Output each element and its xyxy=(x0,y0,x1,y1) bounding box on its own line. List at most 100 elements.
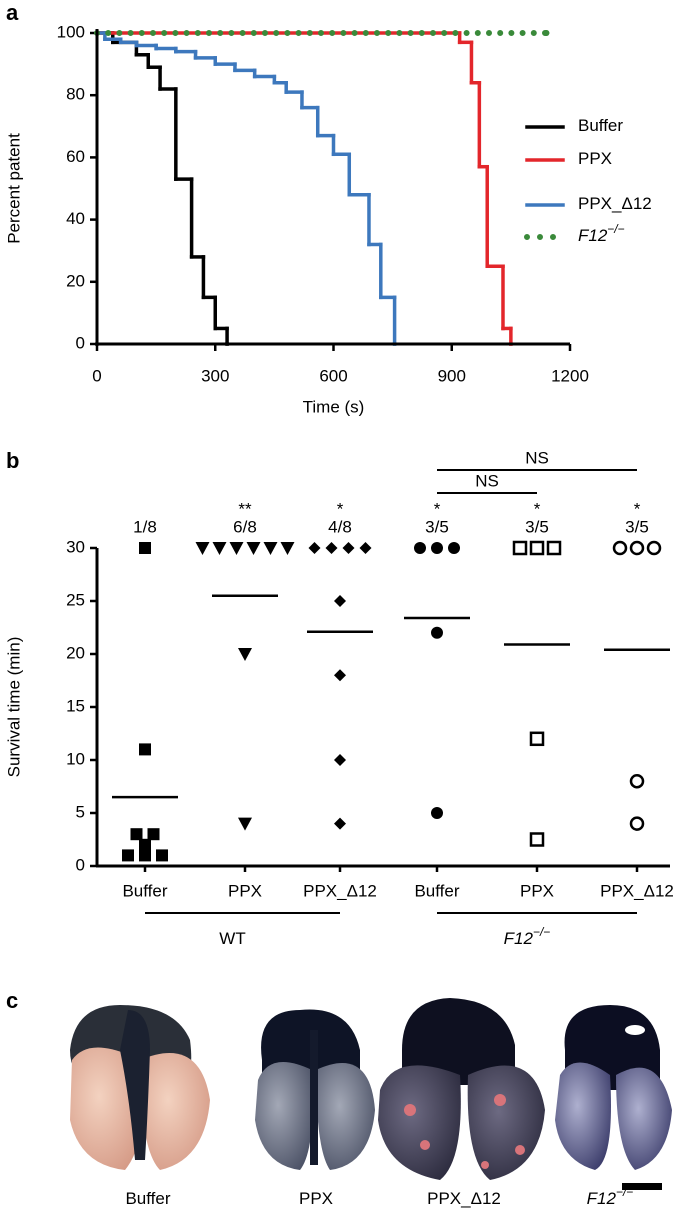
x-tick-label: Buffer xyxy=(122,881,167,900)
ratio-label: 3/5 xyxy=(425,517,449,536)
photo-label-main: PPX xyxy=(299,1189,333,1208)
point xyxy=(308,542,321,554)
ratio-label: 4/8 xyxy=(328,517,352,536)
point xyxy=(238,648,252,661)
x-axis-label: Time (s) xyxy=(303,397,365,416)
photo-label-sup: −/− xyxy=(616,1185,633,1199)
legend-label-main: Buffer xyxy=(578,116,623,135)
point xyxy=(139,743,151,756)
y-tick-label: 10 xyxy=(66,749,85,768)
point xyxy=(334,595,346,607)
y-axis-label: Survival time (min) xyxy=(4,637,23,778)
point xyxy=(246,542,261,555)
panel-label: b xyxy=(6,448,19,473)
y-tick-label: 25 xyxy=(66,590,85,609)
point xyxy=(546,540,562,556)
y-tick-label: 0 xyxy=(76,333,85,352)
point xyxy=(238,817,252,831)
y-tick-label: 15 xyxy=(66,696,85,715)
point xyxy=(122,849,134,862)
significance: * xyxy=(534,499,541,518)
group-label: F12−/− xyxy=(504,925,551,948)
point xyxy=(448,542,460,554)
point xyxy=(359,542,372,554)
photo-label: PPX xyxy=(299,1189,333,1208)
group-label-sup: −/− xyxy=(533,925,550,939)
photo-f12 xyxy=(555,1005,672,1170)
y-tick-label: 30 xyxy=(66,537,85,556)
photo-label-main: Buffer xyxy=(125,1189,170,1208)
photo-label-main: PPX_Δ12 xyxy=(427,1189,501,1208)
x-tick-label: PPX_Δ12 xyxy=(303,881,377,900)
legend-label: Buffer xyxy=(578,116,623,135)
point xyxy=(325,542,338,554)
significance: * xyxy=(434,499,441,518)
point xyxy=(431,542,443,554)
panel-label: a xyxy=(6,0,19,25)
point xyxy=(629,540,645,556)
ratio-label: 1/8 xyxy=(133,517,157,536)
point xyxy=(629,816,645,831)
point xyxy=(334,669,346,682)
point xyxy=(156,849,168,862)
point xyxy=(139,542,151,554)
y-tick-label: 5 xyxy=(76,802,85,821)
x-tick-label: 600 xyxy=(319,366,347,385)
group-label-main: WT xyxy=(219,929,245,948)
photo-ppx xyxy=(255,1009,375,1170)
legend-label-main: PPX xyxy=(578,149,612,168)
ratio-label: 3/5 xyxy=(625,517,649,536)
group-label: WT xyxy=(219,929,245,948)
point xyxy=(646,540,662,556)
comparison-label: NS xyxy=(475,471,499,490)
point xyxy=(529,832,545,847)
photo-label-main: F12 xyxy=(587,1189,617,1208)
point xyxy=(342,542,355,554)
group-label-main: F12 xyxy=(504,929,534,948)
legend-label: PPX_Δ12 xyxy=(578,194,652,213)
point xyxy=(263,542,278,555)
point xyxy=(195,542,210,555)
ratio-label: 3/5 xyxy=(525,517,549,536)
photo-label: PPX_Δ12 xyxy=(427,1189,501,1208)
y-axis-label: Percent patent xyxy=(4,133,23,244)
y-tick-label: 40 xyxy=(66,209,85,228)
x-tick-label: PPX xyxy=(520,881,554,900)
photo-buffer xyxy=(70,1005,210,1170)
comparison-label: NS xyxy=(525,448,549,467)
point xyxy=(229,542,244,555)
point xyxy=(629,773,645,789)
x-tick-label: Buffer xyxy=(414,881,459,900)
y-tick-label: 20 xyxy=(66,643,85,662)
point xyxy=(334,754,346,766)
point xyxy=(431,807,443,819)
ratio-label: 6/8 xyxy=(233,517,257,536)
point xyxy=(139,838,151,851)
x-tick-label: 0 xyxy=(92,366,101,385)
significance: * xyxy=(634,499,641,518)
point xyxy=(334,817,346,830)
legend-label-main: F12 xyxy=(578,226,608,245)
y-tick-label: 60 xyxy=(66,147,85,166)
point xyxy=(280,542,295,555)
legend-label: PPX xyxy=(578,149,612,168)
y-tick-label: 100 xyxy=(57,22,85,41)
panel-label: c xyxy=(6,988,18,1013)
point xyxy=(212,542,227,555)
point xyxy=(529,540,545,556)
x-tick-label: 900 xyxy=(438,366,466,385)
legend-label-sup: −/− xyxy=(607,222,624,236)
legend-label-main: PPX_Δ12 xyxy=(578,194,652,213)
y-tick-label: 0 xyxy=(76,855,85,874)
point xyxy=(139,849,151,862)
point xyxy=(147,828,160,841)
significance: * xyxy=(337,499,344,518)
significance: ** xyxy=(238,499,252,518)
point xyxy=(431,626,443,639)
point xyxy=(612,540,628,556)
photo-ppx-d12 xyxy=(378,998,545,1180)
x-tick-label: PPX_Δ12 xyxy=(600,881,674,900)
point xyxy=(414,542,426,554)
point xyxy=(529,731,545,747)
